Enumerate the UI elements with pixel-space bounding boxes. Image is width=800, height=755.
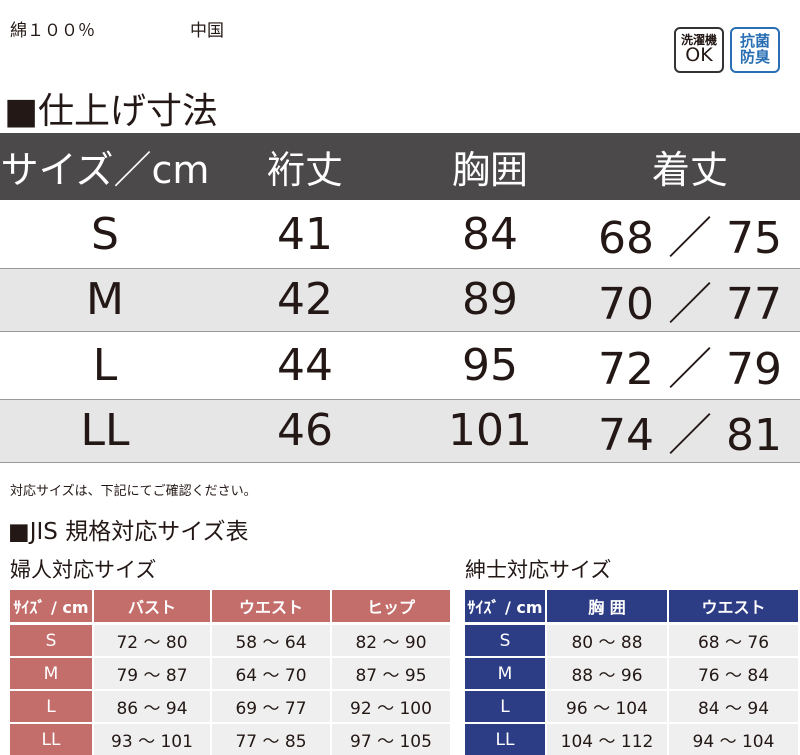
badge-text: OK <box>685 44 713 67</box>
table-cell: 70 ／ 77 <box>598 278 782 330</box>
column-header: ｻｲｽﾞ / cm <box>10 590 92 622</box>
badge-text: 抗菌 <box>739 32 770 51</box>
size-cell: LL <box>10 724 92 755</box>
table-cell: 77 ～ 85 <box>212 724 330 755</box>
table-cell: 97 ～ 105 <box>332 724 450 755</box>
row-band <box>0 398 800 463</box>
size-cell: L <box>10 691 92 722</box>
table-cell: 41 <box>277 208 333 260</box>
origin: 中国 <box>190 21 224 41</box>
size-cell: S <box>465 625 545 656</box>
table-cell: 88 ～ 96 <box>547 658 667 689</box>
column-header: ウエスト <box>669 590 798 622</box>
table-cell: 93 ～ 101 <box>94 724 210 755</box>
table-cell: 89 <box>462 274 518 325</box>
table-cell: 79 ～ 87 <box>94 658 210 689</box>
row-band <box>0 333 800 397</box>
table-cell: 92 ～ 100 <box>332 691 450 722</box>
column-header: 胸 囲 <box>547 590 667 622</box>
column-header: ｻｲｽﾞ / cm <box>465 590 545 622</box>
table-cell: M <box>86 274 124 325</box>
badge-text: 洗濯機 <box>680 32 717 47</box>
column-header: ウエスト <box>212 590 330 622</box>
table-title: 婦人対応サイズ <box>10 558 157 582</box>
badge-text: 防臭 <box>739 48 770 66</box>
table-cell: 68 ～ 76 <box>669 625 798 656</box>
section-title: ■仕上げ寸法 <box>4 91 219 132</box>
row-band <box>0 202 800 266</box>
table-cell: 86 ～ 94 <box>94 691 210 722</box>
table-cell: 104 ～ 112 <box>547 724 667 755</box>
column-header: ヒップ <box>332 590 450 622</box>
table-cell: 42 <box>277 274 333 325</box>
table-cell: 80 ～ 88 <box>547 625 667 656</box>
size-cell: S <box>10 625 92 656</box>
header-band <box>0 133 800 200</box>
row-band <box>0 267 800 332</box>
table-cell: 84 ～ 94 <box>669 691 798 722</box>
table-cell: 95 <box>462 339 518 391</box>
table-cell: 76 ～ 84 <box>669 658 798 689</box>
table-cell: 84 <box>462 208 518 260</box>
badge-antibac: 抗菌 防臭 <box>730 27 780 73</box>
table-cell: 82 ～ 90 <box>332 625 450 656</box>
table-title: 紳士対応サイズ <box>465 558 612 582</box>
badge-washer: 洗濯機 OK <box>674 27 724 73</box>
column-header: バスト <box>94 590 210 622</box>
table-cell: 64 ～ 70 <box>212 658 330 689</box>
table-cell: 44 <box>277 339 333 391</box>
column-header: 着丈 <box>651 148 728 192</box>
table-cell: L <box>92 339 118 391</box>
size-cell: L <box>465 691 545 722</box>
table-cell: 87 ～ 95 <box>332 658 450 689</box>
note: 対応サイズは、下記にてご確認ください。 <box>10 484 257 499</box>
table-cell: 101 <box>448 405 532 456</box>
table-cell: 72 ／ 79 <box>598 344 782 395</box>
table-cell: 96 ～ 104 <box>547 691 667 722</box>
column-header: 胸囲 <box>451 148 528 192</box>
table-cell: 46 <box>277 405 333 456</box>
table-cell: 74 ／ 81 <box>598 409 782 461</box>
table-cell: LL <box>80 405 130 456</box>
column-header: 裄丈 <box>266 148 343 192</box>
size-cell: LL <box>465 724 545 755</box>
column-header: サイズ／cm <box>0 148 210 192</box>
table-cell: 58 ～ 64 <box>212 625 330 656</box>
table-cell: 68 ／ 75 <box>598 213 782 264</box>
size-cell: M <box>10 658 92 689</box>
table-cell: 94 ～ 104 <box>669 724 798 755</box>
table-cell: 72 ～ 80 <box>94 625 210 656</box>
table-cell: 69 ～ 77 <box>212 691 330 722</box>
table-cell: S <box>91 208 119 260</box>
size-cell: M <box>465 658 545 689</box>
material: 綿１００％ <box>10 21 95 41</box>
section-title: ■JIS 規格対応サイズ表 <box>8 519 249 545</box>
